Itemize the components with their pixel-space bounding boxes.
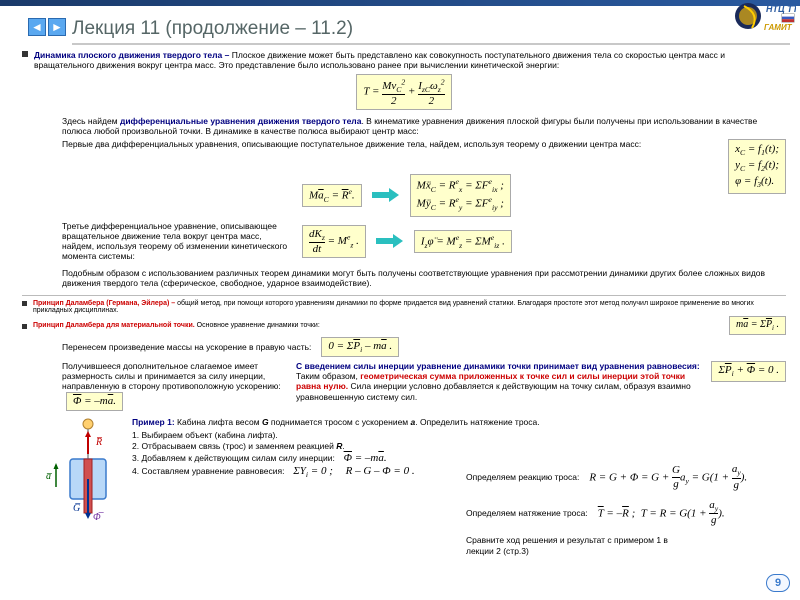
ex-t1: Кабина лифта весом — [175, 417, 262, 427]
arrow-icon — [376, 234, 404, 248]
separator — [22, 295, 786, 296]
text-3: Первые два дифференциальных уравнения, о… — [62, 139, 720, 149]
formula-xyz: xC = f1(t);yC = f2(t);φ = f3(t). — [728, 139, 786, 194]
bullet-icon — [22, 324, 27, 329]
bullet-icon — [22, 51, 28, 57]
formula-ex4b: R – G – Φ = 0 . — [342, 464, 419, 478]
example-step-2: 2. Отбрасываем связь (трос) и заменяем р… — [132, 441, 336, 451]
ex-t3: . Определить натяжение троса. — [415, 417, 539, 427]
formula-ma: ma = ΣPi . — [729, 316, 786, 335]
text-10a: С введением силы инерции уравнение динам… — [296, 361, 700, 371]
text-10d: Сила инерции условно добавляется к дейст… — [296, 381, 691, 401]
text-7: Основное уравнение динамики точки: — [195, 322, 320, 329]
ex-t2: поднимается тросом с ускорением — [269, 417, 411, 427]
elevator-diagram: R̅ G̅ Φ̅ a̅ — [46, 417, 124, 525]
formula-mar: MaC = Re. — [302, 184, 362, 207]
ex-g: G — [262, 417, 269, 427]
example-step-4: 4. Составляем уравнение равновесия: — [132, 466, 285, 476]
text-10b: Таким образом, — [296, 371, 360, 381]
ex-r: R — [336, 441, 342, 451]
example-heading: Пример 1: — [132, 417, 175, 427]
title-underline — [72, 43, 790, 45]
formula-ex4a: ΣYi = 0 ; — [289, 464, 337, 478]
prev-arrow-button[interactable]: ◄ — [28, 18, 46, 36]
r3-text: Сравните ход решения и результат с приме… — [466, 535, 686, 556]
formula-r2: T = –R ; T = R = G(1 + ayg). — [594, 498, 729, 530]
formula-ex3: Φ = –ma. — [340, 451, 391, 465]
formula-pphi: ΣPi + Φ = 0 . — [711, 361, 786, 381]
bullet-icon — [22, 301, 27, 306]
page-number: 9 — [766, 574, 790, 592]
text-4: Третье дифференциальное уравнение, описы… — [62, 221, 292, 262]
heading-6: Принцип Даламбера (Германа, Эйлера) – — [33, 300, 177, 307]
formula-dkz: dKzdt = Mez . — [302, 225, 366, 258]
nav-arrows: ◄ ► — [28, 18, 66, 36]
text-2a: Здесь найдем — [62, 116, 120, 126]
example-step-3: 3. Добавляем к действующим силам силу ин… — [132, 453, 335, 463]
next-arrow-button[interactable]: ► — [48, 18, 66, 36]
svg-text:G̅: G̅ — [73, 503, 81, 514]
text-2b: дифференциальные уравнения движения твер… — [120, 116, 362, 126]
svg-text:R̅: R̅ — [95, 437, 103, 448]
formula-phi: Φ = –ma. — [66, 392, 123, 411]
example-step-1: 1. Выбираем объект (кабина лифта). — [132, 430, 786, 441]
formula-zero: 0 = ΣPi – ma . — [321, 337, 399, 357]
text-9: Получившееся дополнительное слагаемое им… — [62, 361, 281, 391]
page-title: Лекция 11 (продолжение – 11.2) — [72, 18, 790, 40]
svg-text:a̅: a̅ — [46, 471, 53, 482]
formula-mxmy: MẍC = Rex = ΣFeix ; MÿC = Rey = ΣFeiy ; — [410, 174, 511, 217]
text-5: Подобным образом с использованием различ… — [22, 268, 786, 289]
svg-text:Φ̅: Φ̅ — [93, 512, 105, 523]
text-8: Перенесем произведение массы на ускорени… — [62, 342, 311, 352]
r1-label: Определяем реакцию троса: — [466, 472, 579, 483]
formula-kinetic-energy: T = MvC22 + IzCωz22 — [356, 74, 451, 110]
r2-label: Определяем натяжение троса: — [466, 508, 588, 519]
formula-r1: R = G + Φ = G + Ggay = G(1 + ayg). — [585, 462, 751, 494]
heading-1: Динамика плоского движения твердого тела… — [34, 50, 229, 60]
arrow-icon — [372, 188, 400, 202]
svg-text:НТЦ ТТ: НТЦ ТТ — [766, 4, 796, 14]
heading-7: Принцип Даламбера для материальной точки… — [33, 322, 195, 329]
formula-iz: Izφ̈ = Mez = ΣMeiz . — [414, 230, 512, 253]
